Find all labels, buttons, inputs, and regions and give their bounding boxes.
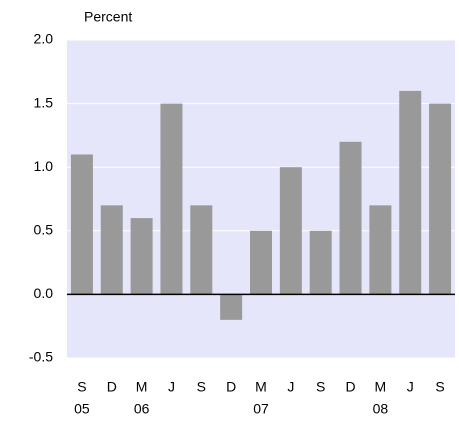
- bar: [250, 230, 272, 295]
- x-tick-label: D: [107, 379, 117, 395]
- bar: [220, 294, 243, 320]
- x-tick-label: M: [136, 379, 148, 395]
- bar: [70, 154, 93, 295]
- x-group-label: 06: [134, 401, 150, 417]
- bar: [369, 205, 392, 295]
- x-tick-label: J: [168, 379, 175, 395]
- y-tick-label: -0.5: [29, 349, 53, 365]
- x-tick-label: J: [407, 379, 414, 395]
- x-tick-label: S: [77, 379, 86, 395]
- x-tick-label: S: [316, 379, 325, 395]
- bar: [309, 230, 332, 295]
- y-axis-label: Percent: [84, 9, 132, 25]
- bar: [160, 103, 183, 295]
- y-tick-label: 0.0: [34, 285, 54, 301]
- y-tick-label: 1.5: [34, 94, 54, 110]
- y-tick-label: 1.0: [34, 158, 54, 174]
- y-tick-label: 2.0: [34, 31, 54, 47]
- x-tick-label: J: [287, 379, 294, 395]
- bar: [279, 167, 302, 295]
- bar: [399, 90, 422, 295]
- x-tick-label: D: [226, 379, 236, 395]
- x-tick-label: S: [197, 379, 206, 395]
- x-group-label: 05: [74, 401, 90, 417]
- plot-area: [67, 40, 455, 358]
- y-tick-label: 0.5: [34, 222, 54, 238]
- bar: [429, 103, 452, 295]
- x-tick-label: D: [345, 379, 355, 395]
- x-tick-label: S: [435, 379, 444, 395]
- bar: [100, 205, 123, 295]
- x-group-label: 07: [253, 401, 269, 417]
- bar: [130, 218, 153, 295]
- x-tick-label: M: [375, 379, 387, 395]
- bar: [190, 205, 213, 295]
- x-tick-label: M: [255, 379, 267, 395]
- x-group-label: 08: [373, 401, 389, 417]
- bar: [339, 141, 362, 295]
